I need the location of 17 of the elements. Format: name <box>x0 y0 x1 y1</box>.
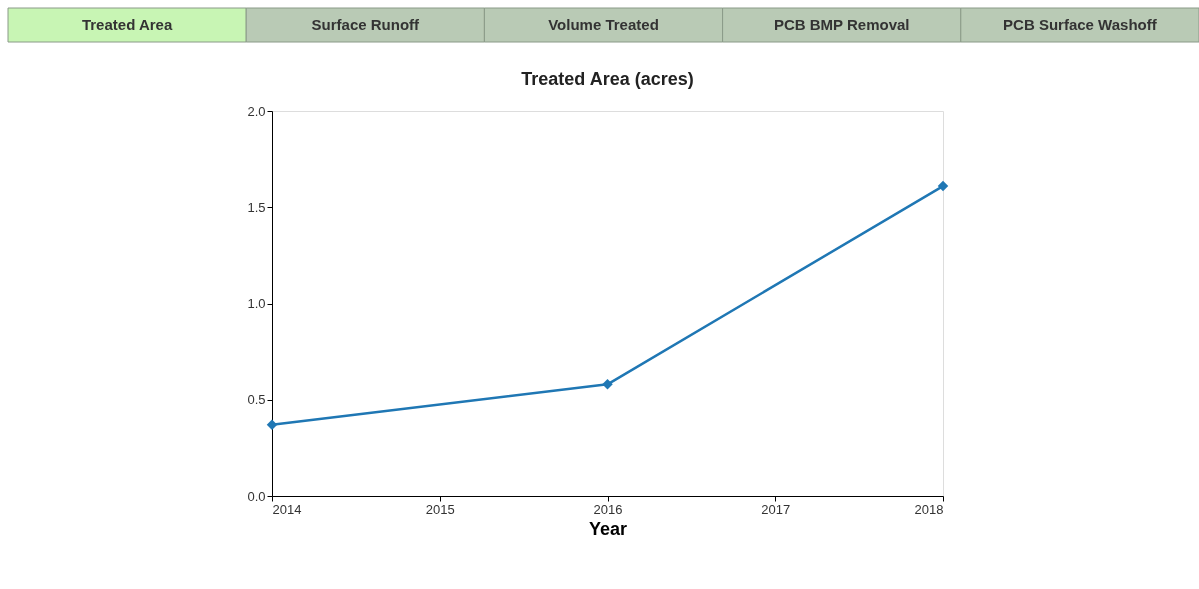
y-tick-label: 2.0 <box>247 103 266 119</box>
text: Surface Runoff <box>311 16 421 33</box>
x-axis-title: Year <box>588 518 628 539</box>
text: PCB Surface Washoff <box>1003 16 1158 33</box>
text: Treated Area <box>81 16 173 33</box>
x-tick-label: 2018 <box>914 501 944 517</box>
x-tick-label: 2014 <box>272 501 302 517</box>
x-tick-label: 2017 <box>761 501 791 517</box>
text: PCB BMP Removal <box>773 16 910 33</box>
x-tick-label: 2015 <box>425 501 455 517</box>
y-tick-label: 0.0 <box>247 488 266 504</box>
chart-title: Treated Area (acres) <box>521 69 694 89</box>
x-tick-label: 2016 <box>593 501 623 517</box>
y-tick-label: 1.0 <box>247 296 266 311</box>
text: Volume Treated <box>548 16 659 33</box>
y-tick-label: 0.5 <box>247 392 266 408</box>
y-tick-label: 1.5 <box>247 199 266 215</box>
